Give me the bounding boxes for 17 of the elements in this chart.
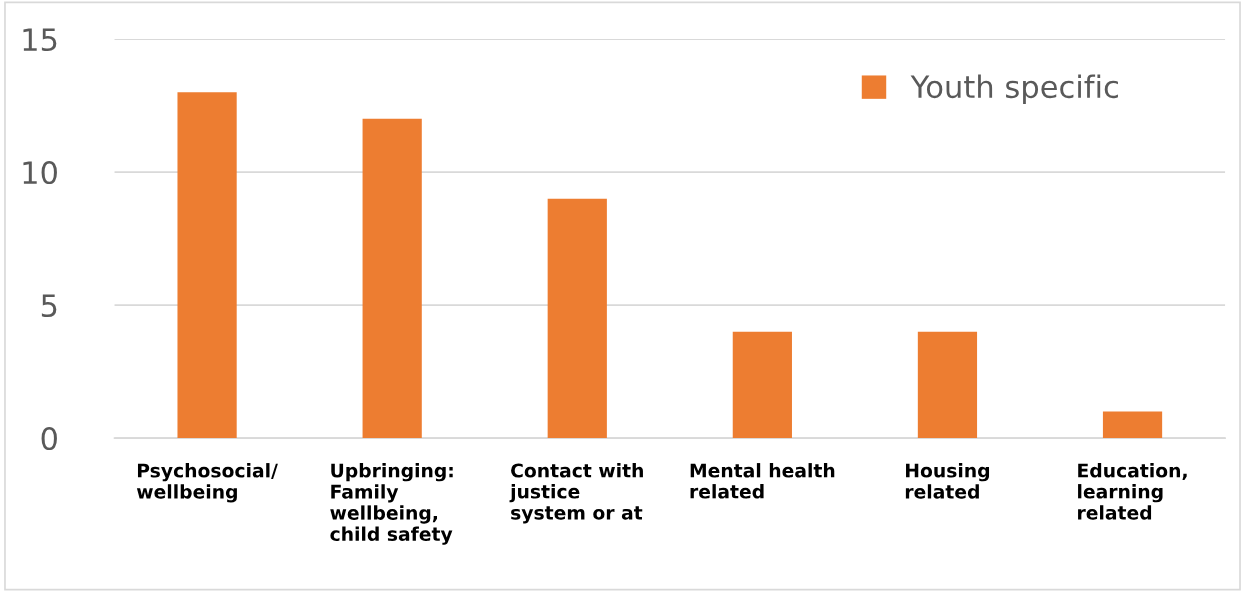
- y-tick-label: 10: [23, 161, 57, 185]
- bar: [177, 92, 237, 439]
- bar: [547, 198, 607, 439]
- bar: [917, 331, 978, 439]
- x-tick-label: Psychosocial/ wellbeing: [136, 463, 278, 503]
- bar: [732, 331, 792, 439]
- x-tick-label: Upbringing: Family wellbeing, child safety: [330, 463, 453, 545]
- x-tick-label: Contact with justice system or at: [509, 463, 643, 524]
- y-tick-label: 0: [41, 427, 57, 451]
- y-tick-label: 5: [41, 294, 57, 318]
- y-tick-label: 15: [23, 28, 57, 52]
- bar: [1102, 411, 1163, 439]
- x-tick-label: Mental health related: [690, 463, 835, 499]
- bar: [362, 118, 422, 439]
- x-tick-label: Housing related: [905, 463, 990, 499]
- x-tick-label: Education, learning related: [1078, 463, 1187, 520]
- legend-label: Youth specific: [910, 74, 1118, 105]
